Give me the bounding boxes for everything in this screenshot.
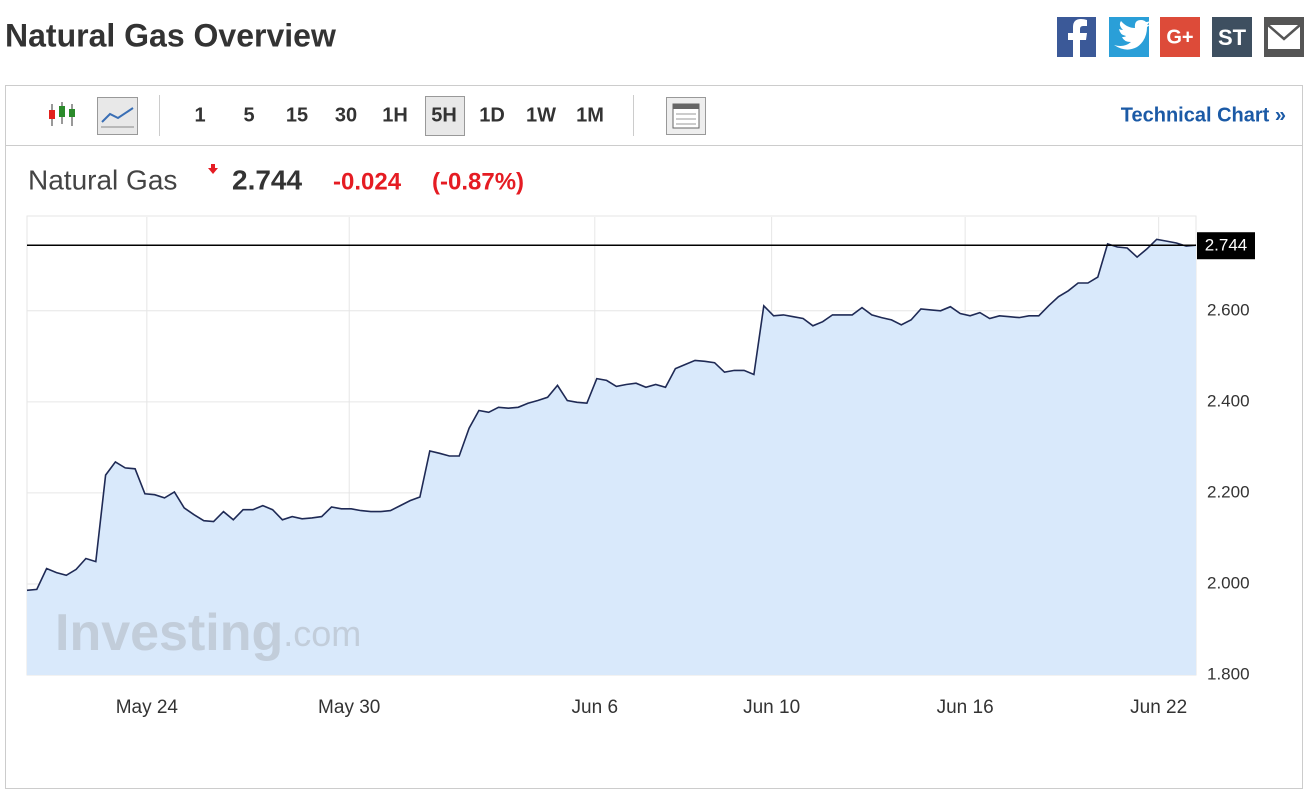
interval-button[interactable]: 1D xyxy=(479,104,505,126)
interval-button[interactable]: 15 xyxy=(286,104,308,126)
interval-button[interactable]: 1W xyxy=(526,104,556,126)
candles-button[interactable] xyxy=(49,102,75,126)
table-button[interactable] xyxy=(666,97,706,135)
x-tick-label: Jun 6 xyxy=(572,697,618,718)
page-title: Natural Gas Overview xyxy=(5,17,336,53)
interval-button[interactable]: 5 xyxy=(243,104,254,126)
price-line xyxy=(26,238,1197,592)
y-tick-label: 2.600 xyxy=(1207,300,1250,319)
stocktwits-icon xyxy=(1212,17,1252,57)
current-price-tag xyxy=(1197,232,1255,260)
candle-body xyxy=(49,110,55,119)
candle-body xyxy=(69,109,75,117)
line-chart-button[interactable] xyxy=(97,97,138,135)
interval-button[interactable]: 30 xyxy=(335,104,357,126)
table-icon-rows xyxy=(676,113,696,125)
table-icon-head xyxy=(673,104,699,109)
chart: 1.800 2.000 2.200 2.400 2.600 May 24 May 30 Jun… xyxy=(26,215,1255,718)
google-icon xyxy=(1160,17,1200,57)
intervals: 1 5 15 30 1H 5H 1D 1W 1M xyxy=(194,104,603,126)
percent-change: (-0.87%) xyxy=(432,168,524,195)
toolbar xyxy=(6,86,1302,144)
watermark-domain: .com xyxy=(283,613,361,654)
x-tick-label: Jun 22 xyxy=(1130,697,1187,718)
price-change: -0.024 xyxy=(333,168,402,195)
share-facebook[interactable] xyxy=(1057,17,1096,57)
share-stocktwits[interactable]: ST xyxy=(1212,17,1252,57)
x-tick-label: May 24 xyxy=(116,697,179,718)
share-google[interactable]: G+ xyxy=(1160,17,1200,57)
button-frame xyxy=(97,97,138,135)
twitter-logo xyxy=(1114,20,1150,50)
envelope-flap xyxy=(1267,24,1301,41)
interval-button[interactable]: 1 xyxy=(194,104,205,126)
interval-button[interactable]: 1M xyxy=(576,104,604,126)
line-icon xyxy=(101,107,134,123)
last-price: 2.744 xyxy=(232,164,302,195)
interval-button[interactable]: 1H xyxy=(382,104,408,126)
interval-button[interactable]: 5H xyxy=(431,104,457,126)
watermark-brand: Investing xyxy=(55,604,283,662)
x-tick-label: Jun 16 xyxy=(937,697,994,718)
widget-frame xyxy=(5,85,1303,789)
technical-chart-link[interactable]: Technical Chart » xyxy=(1121,104,1286,126)
y-tick-label: 1.800 xyxy=(1207,664,1250,683)
y-tick-label: 2.400 xyxy=(1207,391,1250,410)
instrument-name: Natural Gas xyxy=(28,164,177,195)
facebook-logo xyxy=(1068,19,1087,57)
share-twitter[interactable] xyxy=(1109,17,1150,57)
google-label: G+ xyxy=(1166,26,1193,48)
current-price-label: 2.744 xyxy=(1205,236,1248,255)
y-tick-label: 2.200 xyxy=(1207,482,1250,501)
candle-body xyxy=(59,106,65,117)
x-tick-label: May 30 xyxy=(318,697,380,718)
x-tick-label: Jun 10 xyxy=(743,697,800,718)
watermark: Investing.com xyxy=(55,604,361,662)
y-tick-label: 2.000 xyxy=(1207,573,1250,592)
share-email[interactable] xyxy=(1264,17,1304,57)
area xyxy=(27,239,1196,676)
stocktwits-label: ST xyxy=(1218,25,1247,50)
down-arrow xyxy=(208,164,218,174)
active-interval-frame xyxy=(425,96,465,136)
